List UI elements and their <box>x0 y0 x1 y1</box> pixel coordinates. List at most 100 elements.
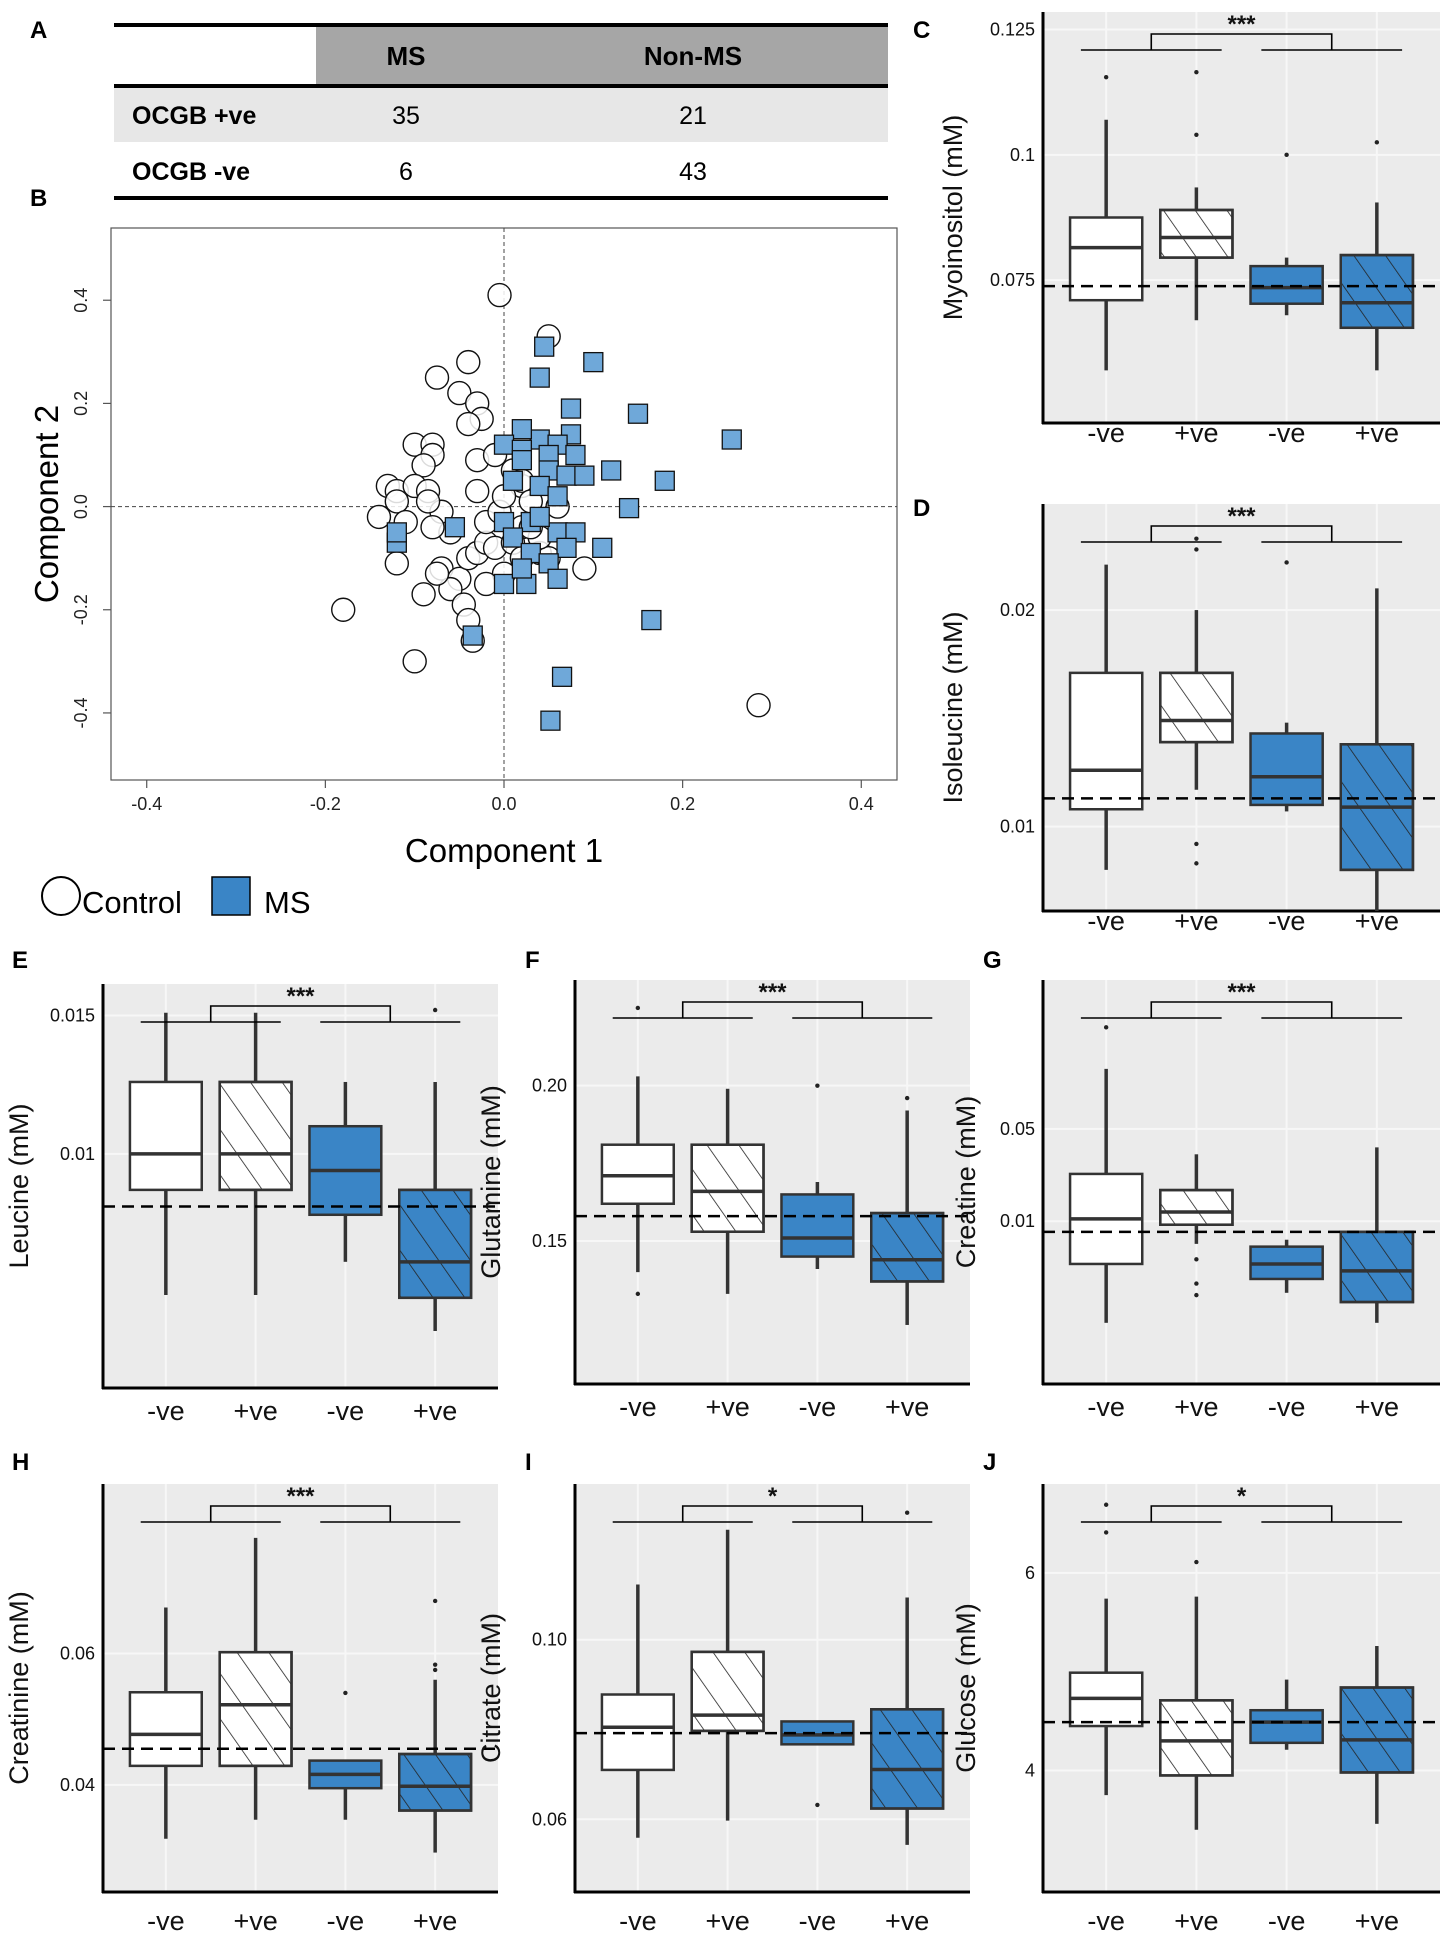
category-label: +ve <box>705 1392 749 1422</box>
x-tick-label: 0.0 <box>491 794 516 814</box>
box-body <box>1249 1708 1324 1745</box>
ms-point <box>601 460 622 481</box>
legend-control-swatch <box>41 876 81 916</box>
category-label: +ve <box>1355 418 1399 448</box>
outlier-point <box>815 1802 820 1808</box>
y-axis-title: Isoleucine (mM) <box>938 611 968 803</box>
box-hatch <box>1159 208 1234 259</box>
ms-point <box>618 497 640 519</box>
ms-point <box>547 568 568 589</box>
panel-label-g: G <box>983 947 1002 974</box>
ms-point <box>540 710 561 731</box>
category-label: -ve <box>1087 1906 1125 1936</box>
significance-label: *** <box>286 983 315 1010</box>
y-tick-label: 0.06 <box>60 1644 95 1664</box>
ms-point <box>641 609 662 631</box>
category-label: +ve <box>885 1392 929 1422</box>
outlier-point <box>1103 74 1109 80</box>
table-cell: 35 <box>392 102 420 130</box>
ms-point <box>654 470 675 491</box>
category-label: -ve <box>1087 906 1125 936</box>
box-plot-myoinositol: 0.075 0.1 0.125 Myoinositol (mM) -ve +ve -ve +v… <box>938 11 1440 448</box>
significance-label: *** <box>1227 503 1256 530</box>
bracket-top <box>1150 525 1333 542</box>
outlier-point <box>1194 547 1199 552</box>
box-hatch <box>1159 1699 1234 1777</box>
table-cell: 43 <box>679 158 707 186</box>
box-body <box>780 1193 855 1258</box>
ms-point <box>502 470 524 491</box>
panel-label-h: H <box>12 1449 29 1476</box>
category-label: +ve <box>1174 1906 1218 1936</box>
category-label: -ve <box>619 1392 657 1422</box>
outlier-point <box>1194 1559 1199 1565</box>
ms-point <box>583 351 604 373</box>
box-hatch <box>690 1650 765 1733</box>
panel-label-a: A <box>30 17 47 44</box>
bracket-top <box>1150 33 1333 50</box>
ms-point <box>493 434 515 455</box>
category-label: -ve <box>1087 418 1125 448</box>
control-point <box>420 515 445 540</box>
y-tick-label: 0.10 <box>532 1630 567 1650</box>
significance-label: *** <box>1227 979 1256 1006</box>
box-body <box>128 1691 204 1768</box>
control-point <box>411 582 436 607</box>
y-axis-title: Glucose (mM) <box>951 1603 981 1773</box>
plot-background <box>103 1484 498 1892</box>
table-row-label: OCGB +ve <box>132 102 256 130</box>
ms-point <box>529 506 550 528</box>
category-label: +ve <box>1174 906 1218 936</box>
y-tick-label: 0.1 <box>1010 145 1035 165</box>
table-col-ms: MS <box>387 41 426 71</box>
significance-label: *** <box>1227 11 1256 38</box>
outlier-point <box>1103 1530 1109 1535</box>
outlier-point <box>1374 140 1380 145</box>
outlier-point <box>1284 560 1289 565</box>
x-tick-label: 0.4 <box>849 794 874 814</box>
y-tick-label: 0.125 <box>990 20 1035 40</box>
legend-ms-label: MS <box>264 885 311 920</box>
category-label: -ve <box>147 1396 185 1426</box>
box-hatch <box>1339 253 1415 330</box>
y-tick-label: 0.075 <box>990 270 1035 290</box>
legend-control-label: Control <box>82 885 182 920</box>
category-label: +ve <box>1355 1906 1399 1936</box>
box-hatch <box>1159 1188 1234 1226</box>
panel-label-f: F <box>525 947 540 974</box>
table-row-band <box>114 87 888 142</box>
y-axis-title: Leucine (mM) <box>4 1103 34 1268</box>
scatter-x-label: Component 1 <box>405 832 603 869</box>
box-hatch <box>1339 1230 1415 1304</box>
table-cell: 21 <box>679 102 707 130</box>
outlier-point <box>1194 861 1199 866</box>
category-label: +ve <box>233 1396 277 1426</box>
bracket-top <box>681 1505 864 1522</box>
control-point <box>465 478 490 504</box>
category-label: +ve <box>1355 1392 1399 1422</box>
ms-point <box>547 486 568 507</box>
control-point <box>456 411 481 437</box>
scatter-y-ticks: 0.4 0.2 0.0 -0.2 -0.4 <box>71 288 111 728</box>
ms-point <box>386 522 407 543</box>
x-tick-label: 0.2 <box>670 794 695 814</box>
control-point <box>572 556 597 581</box>
outlier-point <box>1194 536 1199 541</box>
bracket-top <box>1150 1001 1333 1018</box>
control-point <box>487 282 512 308</box>
control-point <box>331 597 356 622</box>
y-tick-label: -0.4 <box>71 697 91 728</box>
y-tick-label: 0.04 <box>60 1775 95 1795</box>
control-point <box>746 692 771 718</box>
control-point <box>384 551 410 576</box>
y-tick-label: -0.2 <box>71 594 91 625</box>
table-col-nonms: Non-MS <box>644 41 742 71</box>
ms-point <box>556 537 577 559</box>
x-tick-label: -0.4 <box>131 794 162 814</box>
outlier-point <box>432 1667 438 1673</box>
y-tick-label: 0.06 <box>532 1809 567 1829</box>
outlier-point <box>635 1291 641 1297</box>
box-hatch <box>870 1211 945 1283</box>
scatter-x-ticks: -0.4 -0.2 0.0 0.2 0.4 <box>131 780 874 814</box>
